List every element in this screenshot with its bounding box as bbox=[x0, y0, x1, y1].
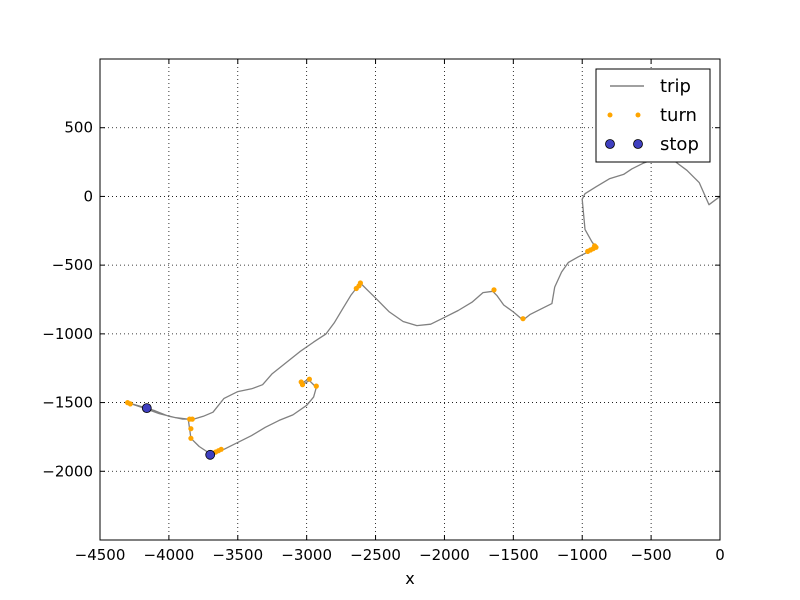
series-turn-point bbox=[353, 285, 359, 292]
legend-turn-swatch-b bbox=[635, 112, 641, 118]
x-axis-label: x bbox=[405, 569, 414, 588]
legend-box bbox=[595, 68, 711, 163]
series-turn-point bbox=[313, 383, 319, 389]
ticks bbox=[99, 59, 721, 540]
series-turn-point bbox=[218, 446, 224, 452]
legend-turn-swatch-a bbox=[607, 112, 613, 118]
y-tick-label: −2000 bbox=[42, 462, 93, 480]
x-tick-label: −4000 bbox=[144, 546, 195, 564]
series-turn-point bbox=[299, 382, 306, 388]
y-tick-label: 0 bbox=[83, 187, 93, 205]
x-tick-label: −4500 bbox=[75, 546, 126, 564]
series-turn-point bbox=[188, 435, 194, 441]
x-tick-label: −500 bbox=[631, 546, 672, 564]
legend-stop-swatch-b bbox=[633, 139, 643, 149]
series-turn-point bbox=[189, 416, 195, 422]
series-turn-point bbox=[520, 316, 526, 322]
legend-trip-label: trip bbox=[660, 76, 691, 97]
x-tick-label: −1500 bbox=[488, 546, 539, 564]
x-tick-label: −3000 bbox=[281, 546, 332, 564]
x-tick-label: −1000 bbox=[557, 546, 608, 564]
y-tick-labels: 500 0 −500 −1000 −1500 −2000 bbox=[42, 119, 93, 481]
series-stop-point bbox=[141, 403, 152, 414]
legend-stop-swatch-a bbox=[605, 139, 615, 149]
x-tick-label: 0 bbox=[715, 546, 725, 564]
y-tick-label: −1000 bbox=[42, 325, 93, 343]
series-turn-point bbox=[127, 401, 133, 407]
x-tick-labels: −4500 −4000 −3500 −3000 −2500 −2000 −1500 −1000… bbox=[75, 546, 725, 564]
y-tick-label: −500 bbox=[52, 256, 93, 274]
series-turn-point bbox=[593, 244, 599, 250]
legend: trip turn stop bbox=[595, 68, 711, 163]
legend-turn-label: turn bbox=[660, 105, 697, 126]
series-turn-point bbox=[491, 287, 497, 293]
series-turn-point bbox=[306, 376, 312, 382]
x-tick-label: −2000 bbox=[419, 546, 470, 564]
series-group bbox=[125, 154, 720, 460]
series-stop-point bbox=[205, 449, 216, 460]
y-tick-label: −1500 bbox=[42, 394, 93, 412]
x-tick-label: −3500 bbox=[212, 546, 263, 564]
plot-area bbox=[125, 154, 720, 460]
legend-stop-label: stop bbox=[660, 134, 699, 155]
y-tick-label: 500 bbox=[64, 119, 93, 137]
plot-frame bbox=[99, 58, 721, 541]
x-tick-label: −2500 bbox=[350, 546, 401, 564]
series-turn-point bbox=[188, 426, 194, 432]
